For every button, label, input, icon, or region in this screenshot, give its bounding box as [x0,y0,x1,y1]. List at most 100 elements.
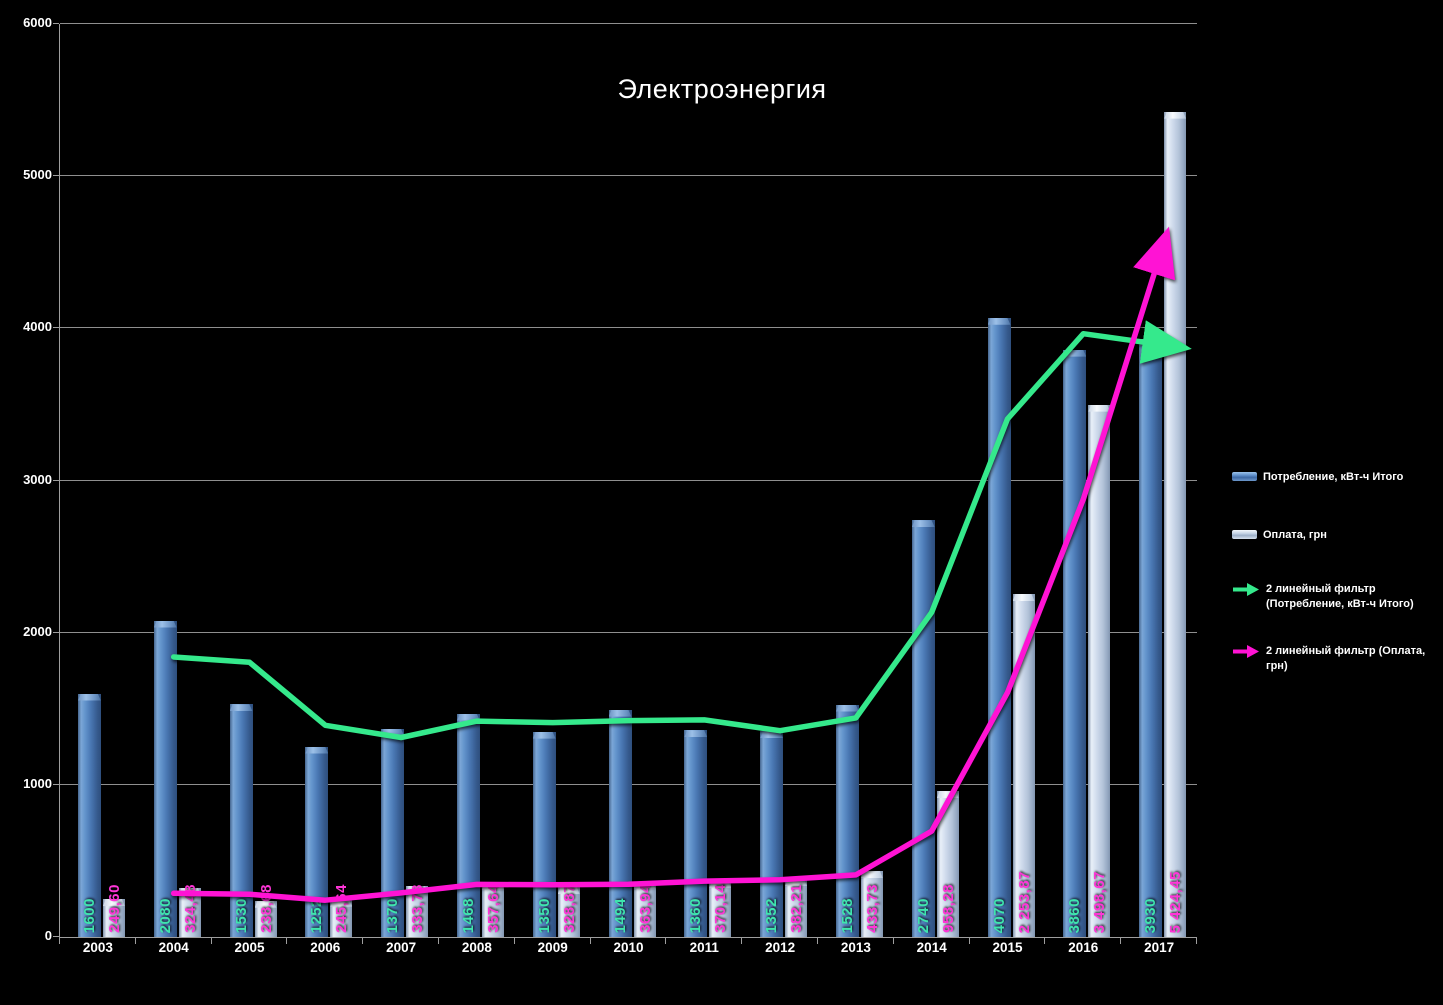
bar-top-bevel [153,620,177,628]
bar-consumption-2006[interactable] [305,746,329,937]
bar-payment-2006[interactable] [330,899,353,937]
value-label-consumption-2014: 2740 [914,897,932,933]
legend-label: 2 линейный фильтр (Потребление, кВт-ч Ит… [1266,583,1414,610]
bar-consumption-2012[interactable] [760,731,784,937]
bar-top-bevel [987,317,1011,325]
bar-consumption-2003[interactable] [77,693,101,937]
gridline [60,631,1197,633]
trendline-consumption[interactable] [170,320,1192,741]
value-label-consumption-2009: 1350 [535,897,553,933]
gridline [60,23,1197,24]
value-label-payment-2011: 370,14 [712,884,730,933]
trend-arrow-icon [1233,645,1259,658]
x-axis-tick [1044,938,1046,944]
bar-payment-2016[interactable] [1088,404,1111,937]
bar-payment-2009[interactable] [557,886,580,937]
bar-payment-2012[interactable] [785,878,808,937]
bar-payment-2017[interactable] [1164,111,1187,937]
value-label-consumption-2008: 1468 [459,897,477,933]
bar-consumption-2007[interactable] [381,728,405,937]
bar-top-bevel [1088,404,1111,412]
legend-swatch [1232,644,1260,664]
x-axis-tick [665,938,667,944]
x-axis-tick [134,938,136,944]
x-axis-label-2005: 2005 [234,940,265,955]
value-label-consumption-2015: 4070 [990,897,1008,933]
bar-payment-2014[interactable] [936,791,959,937]
bar-consumption-2016[interactable] [1063,349,1087,937]
bar-top-bevel [532,731,556,739]
x-axis-label-2007: 2007 [386,940,417,955]
value-label-consumption-2016: 3860 [1066,897,1084,933]
bar-consumption-2010[interactable] [608,709,632,937]
value-label-consumption-2012: 1352 [763,897,781,933]
bar-consumption-2013[interactable] [835,704,859,937]
x-axis-tick [1120,938,1122,944]
y-axis-label: 5000 [23,167,52,183]
consumption-bar-swatch [1232,472,1257,481]
trendline-payment[interactable] [170,226,1176,903]
bar-top-bevel [911,520,935,528]
value-label-payment-2003: 249,60 [105,884,123,933]
bar-top-bevel [860,871,883,879]
y-axis-tick [53,479,59,481]
x-axis-tick [968,938,970,944]
x-axis-tick [1196,938,1197,944]
legend-swatch [1232,582,1260,602]
value-label-payment-2015: 2 253,87 [1015,870,1033,933]
y-axis-label: 1000 [23,775,52,791]
y-axis-label: 3000 [23,471,52,487]
bar-consumption-2011[interactable] [684,730,708,937]
x-axis-label-2014: 2014 [916,940,947,955]
y-axis-tick [53,631,59,633]
x-axis-tick [59,938,60,944]
value-label-consumption-2007: 1370 [384,897,402,933]
x-axis-label-2009: 2009 [537,940,568,955]
bar-consumption-2015[interactable] [987,317,1011,937]
bar-consumption-2008[interactable] [456,713,480,937]
x-axis-label-2017: 2017 [1144,940,1175,955]
trend-lines-overlay [170,226,1192,903]
legend-label: Оплата, грн [1263,529,1327,541]
bar-payment-2011[interactable] [709,880,732,937]
x-axis-label-2008: 2008 [461,940,492,955]
bar-top-bevel [835,704,859,712]
value-label-consumption-2013: 1528 [838,897,856,933]
bar-consumption-2005[interactable] [229,704,253,937]
bar-top-bevel [1012,594,1035,602]
bar-payment-2015[interactable] [1012,594,1035,937]
value-label-payment-2008: 357,64 [484,884,502,933]
legend-item-2[interactable]: 2 линейный фильтр (Потребление, кВт-ч Ит… [1232,582,1434,611]
y-axis-tick [53,783,59,785]
x-axis-tick [589,938,591,944]
y-axis-label: 6000 [23,15,52,30]
legend-item-1[interactable]: Оплата, грн [1232,528,1431,543]
bar-payment-2013[interactable] [860,871,883,937]
value-label-consumption-2004: 2080 [156,897,174,933]
bar-payment-2005[interactable] [254,900,277,937]
value-label-payment-2012: 382,21 [788,884,806,933]
bar-top-bevel [608,709,632,717]
bar-consumption-2004[interactable] [153,620,177,937]
x-axis-label-2013: 2013 [840,940,871,955]
y-axis-tick [53,936,59,937]
bar-top-bevel [229,704,253,712]
x-axis-tick [741,938,743,944]
legend-swatch [1232,470,1257,481]
bar-top-bevel [305,746,329,754]
x-axis-tick [513,938,515,944]
bar-top-bevel [330,899,353,907]
legend-swatch [1232,528,1257,539]
bar-consumption-2014[interactable] [911,520,935,937]
legend-item-0[interactable]: Потребление, кВт-ч Итого [1232,470,1431,485]
x-axis-label-2010: 2010 [613,940,644,955]
x-axis-tick [892,938,894,944]
legend-item-3[interactable]: 2 линейный фильтр (Оплата, грн) [1232,644,1434,673]
bar-top-bevel [760,731,784,739]
y-axis-label: 2000 [23,623,52,639]
bar-consumption-2017[interactable] [1139,339,1163,937]
gridline [60,327,1197,329]
value-label-consumption-2006: 1252 [308,897,326,933]
bar-payment-2003[interactable] [102,899,125,937]
